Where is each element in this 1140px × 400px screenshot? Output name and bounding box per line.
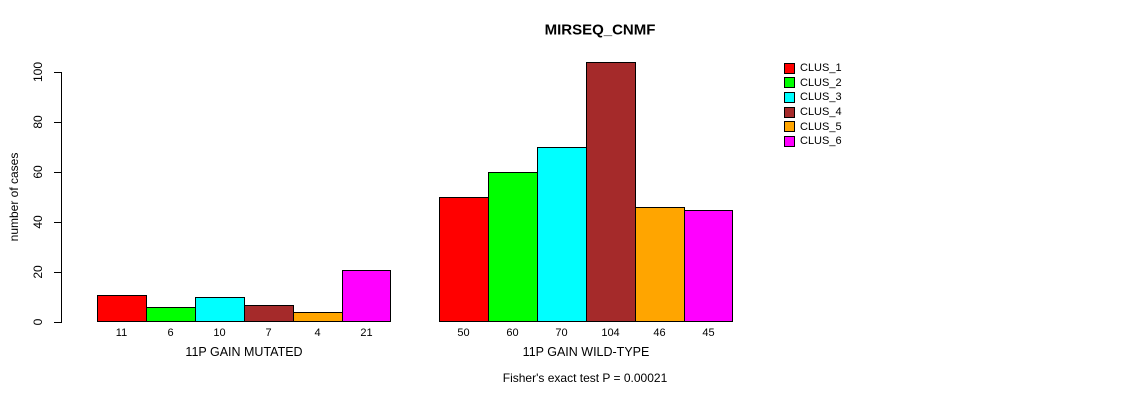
y-tick-label: 80 [31, 115, 45, 129]
y-tick-label: 0 [31, 318, 45, 326]
y-tick-label: 100 [31, 61, 45, 83]
bar-value-label: 46 [653, 327, 666, 339]
legend-row: CLUS_5 [784, 119, 842, 134]
y-tick-mark [54, 121, 61, 123]
group-label-mutated: 11P GAIN MUTATED [185, 345, 303, 359]
y-tick-label: 40 [31, 215, 45, 229]
bar-value-label: 21 [360, 327, 373, 339]
legend: CLUS_1 CLUS_2 CLUS_3 CLUS_4 CLUS_5 CLUS_6 [784, 61, 842, 149]
legend-row: CLUS_4 [784, 105, 842, 120]
legend-swatch-clus_2 [784, 77, 795, 89]
fisher-test-annotation: Fisher's exact test P = 0.00021 [502, 371, 668, 385]
legend-label: CLUS_3 [800, 91, 842, 104]
y-tick-label: 60 [31, 165, 45, 179]
bar-clus_1 [97, 294, 147, 322]
legend-row: CLUS_3 [784, 90, 842, 105]
bar-value-label: 70 [555, 327, 568, 339]
bar-value-label: 4 [314, 327, 321, 339]
bar-value-label: 6 [167, 327, 174, 339]
bar-clus_4 [586, 62, 636, 322]
legend-swatch-clus_3 [784, 91, 795, 103]
legend-label: CLUS_6 [800, 135, 842, 148]
y-tick-label: 20 [31, 265, 45, 279]
bar-clus_1 [439, 197, 489, 322]
legend-row: CLUS_2 [784, 76, 842, 91]
bar-value-label: 11 [115, 327, 128, 339]
bar-clus_2 [488, 172, 538, 322]
chart-title: MIRSEQ_CNMF [544, 21, 656, 39]
y-axis-title: number of cases [7, 152, 21, 242]
legend-swatch-clus_6 [784, 135, 795, 147]
bar-value-label: 7 [265, 327, 272, 339]
legend-label: CLUS_2 [800, 76, 842, 89]
bar-clus_4 [244, 304, 294, 322]
bar-clus_6 [342, 269, 391, 322]
bar-clus_6 [684, 209, 733, 322]
bar-clus_3 [537, 147, 587, 322]
bar-clus_5 [293, 312, 343, 322]
y-tick-mark [54, 71, 61, 73]
y-tick-mark [54, 271, 61, 273]
group-label-wild-type: 11P GAIN WILD-TYPE [522, 345, 650, 359]
bar-value-label: 45 [702, 327, 715, 339]
legend-swatch-clus_4 [784, 106, 795, 118]
legend-swatch-clus_1 [784, 62, 795, 74]
legend-label: CLUS_4 [800, 106, 842, 119]
bar-value-label: 50 [457, 327, 470, 339]
y-axis-line [61, 72, 62, 323]
bar-clus_2 [146, 307, 196, 322]
y-tick-mark [54, 221, 61, 223]
y-tick-mark [54, 171, 61, 173]
bar-value-label: 10 [213, 327, 226, 339]
legend-label: CLUS_5 [800, 120, 842, 133]
bar-clus_5 [635, 207, 685, 322]
legend-row: CLUS_1 [784, 61, 842, 76]
legend-label: CLUS_1 [800, 62, 842, 75]
legend-swatch-clus_5 [784, 121, 795, 133]
bar-clus_3 [195, 297, 245, 322]
y-tick-mark [54, 321, 61, 323]
legend-row: CLUS_6 [784, 134, 842, 149]
bar-value-label: 60 [506, 327, 519, 339]
bar-value-label: 104 [601, 327, 620, 339]
